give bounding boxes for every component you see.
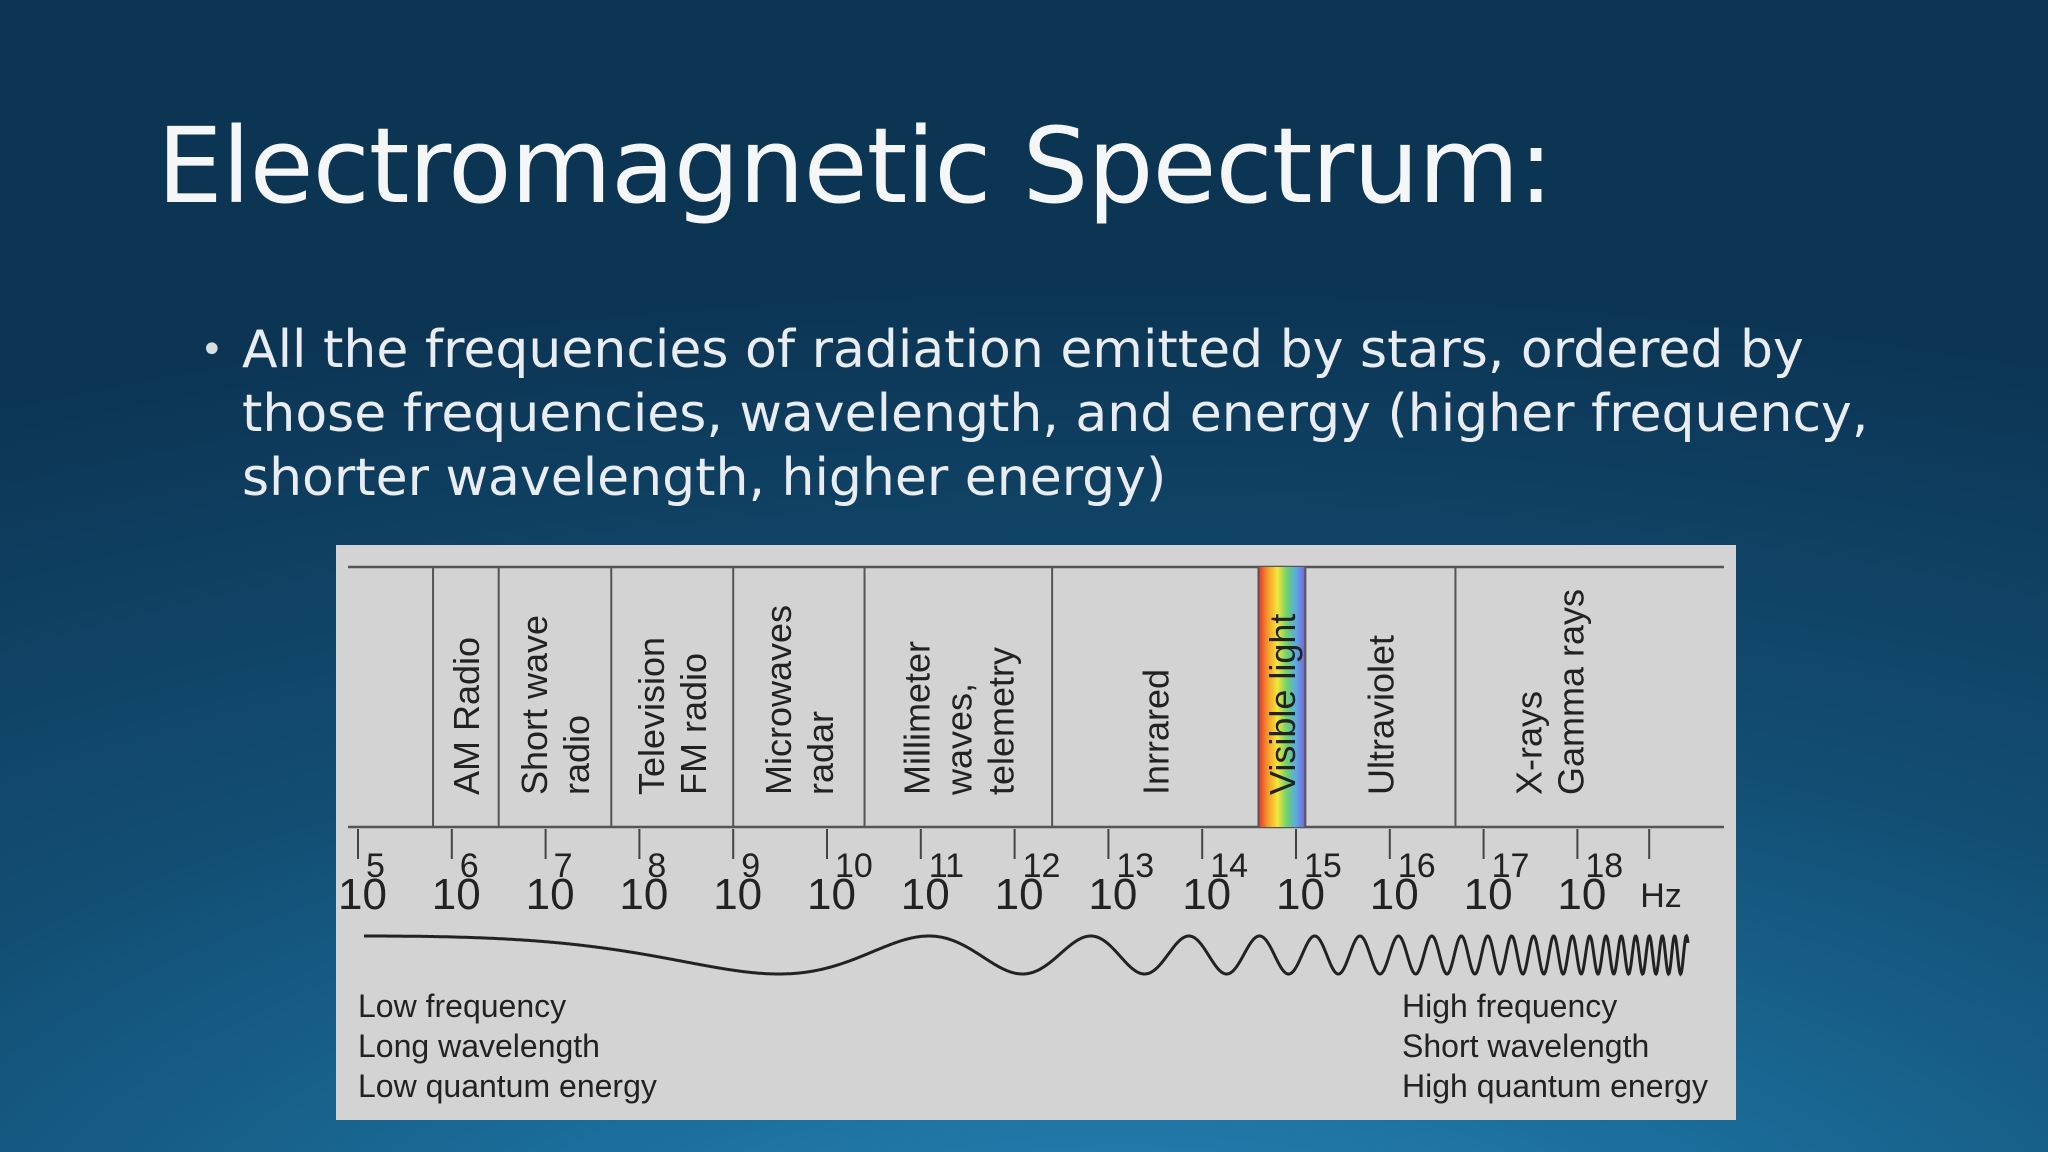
tick-base: 10 <box>338 870 387 919</box>
frequency-wave <box>364 933 1690 977</box>
band-label: Visible light <box>1262 614 1303 795</box>
unit-label: Hz <box>1640 877 1682 915</box>
band-label: Television <box>631 637 672 795</box>
band-label: Microwaves <box>758 605 799 795</box>
slide-title: Electromagnetic Spectrum: <box>157 105 1554 227</box>
tick-base: 10 <box>995 870 1044 919</box>
tick-exponent: 14 <box>1210 847 1248 885</box>
tick-base: 10 <box>807 870 856 919</box>
high-end-label: Short wavelength <box>1402 1028 1649 1064</box>
tick-exponent: 10 <box>835 847 873 885</box>
band-label: telemetry <box>980 647 1021 795</box>
low-end-label: Low frequency <box>358 988 566 1024</box>
tick-base: 10 <box>1276 870 1325 919</box>
spectrum-svg: AM Radio Short wave radio Television FM radi… <box>338 565 1724 1104</box>
tick-base: 10 <box>1557 870 1606 919</box>
tick-exponent: 9 <box>741 847 760 885</box>
tick-base: 10 <box>901 870 950 919</box>
tick-base: 10 <box>713 870 762 919</box>
band-label: FM radio <box>673 653 714 795</box>
tick-base: 10 <box>619 870 668 919</box>
high-end-label: High quantum energy <box>1402 1068 1708 1104</box>
band-label: Inrrared <box>1135 669 1176 795</box>
band-label: radio <box>556 715 597 795</box>
tick-base: 10 <box>1088 870 1137 919</box>
band-label: Short wave <box>514 615 555 795</box>
low-end-label: Low quantum energy <box>358 1068 657 1104</box>
tick-exponent: 16 <box>1398 847 1436 885</box>
band-label: AM Radio <box>446 637 487 795</box>
tick-exponent: 8 <box>647 847 666 885</box>
tick-exponent: 17 <box>1492 847 1530 885</box>
high-end-label: High frequency <box>1402 988 1617 1024</box>
tick-base: 10 <box>432 870 481 919</box>
band-label: Gamma rays <box>1550 589 1591 795</box>
bullet-dot-icon: • <box>200 327 224 373</box>
low-end-label: Long wavelength <box>358 1028 600 1064</box>
spectrum-diagram: AM Radio Short wave radio Television FM radi… <box>336 545 1736 1120</box>
tick-exponent: 6 <box>460 847 479 885</box>
tick-base: 10 <box>1464 870 1513 919</box>
band-label: Millimeter <box>896 641 937 795</box>
tick-exponent: 15 <box>1304 847 1342 885</box>
tick-exponent: 7 <box>554 847 573 885</box>
tick-base: 10 <box>1370 870 1419 919</box>
tick-base: 10 <box>1182 870 1231 919</box>
tick-exponent: 13 <box>1116 847 1154 885</box>
visible-light-rainbow <box>1258 567 1306 827</box>
band-label: Ultraviolet <box>1360 635 1401 795</box>
bullet-text: All the frequencies of radiation emitted… <box>242 320 1869 508</box>
tick-base: 10 <box>526 870 575 919</box>
tick-exponent: 18 <box>1585 847 1623 885</box>
band-label: X-rays <box>1508 691 1549 795</box>
tick-exponent: 5 <box>366 847 385 885</box>
tick-exponent: 11 <box>929 847 964 885</box>
tick-exponent: 12 <box>1023 847 1061 885</box>
band-label: radar <box>800 711 841 795</box>
band-label: waves, <box>938 683 979 796</box>
